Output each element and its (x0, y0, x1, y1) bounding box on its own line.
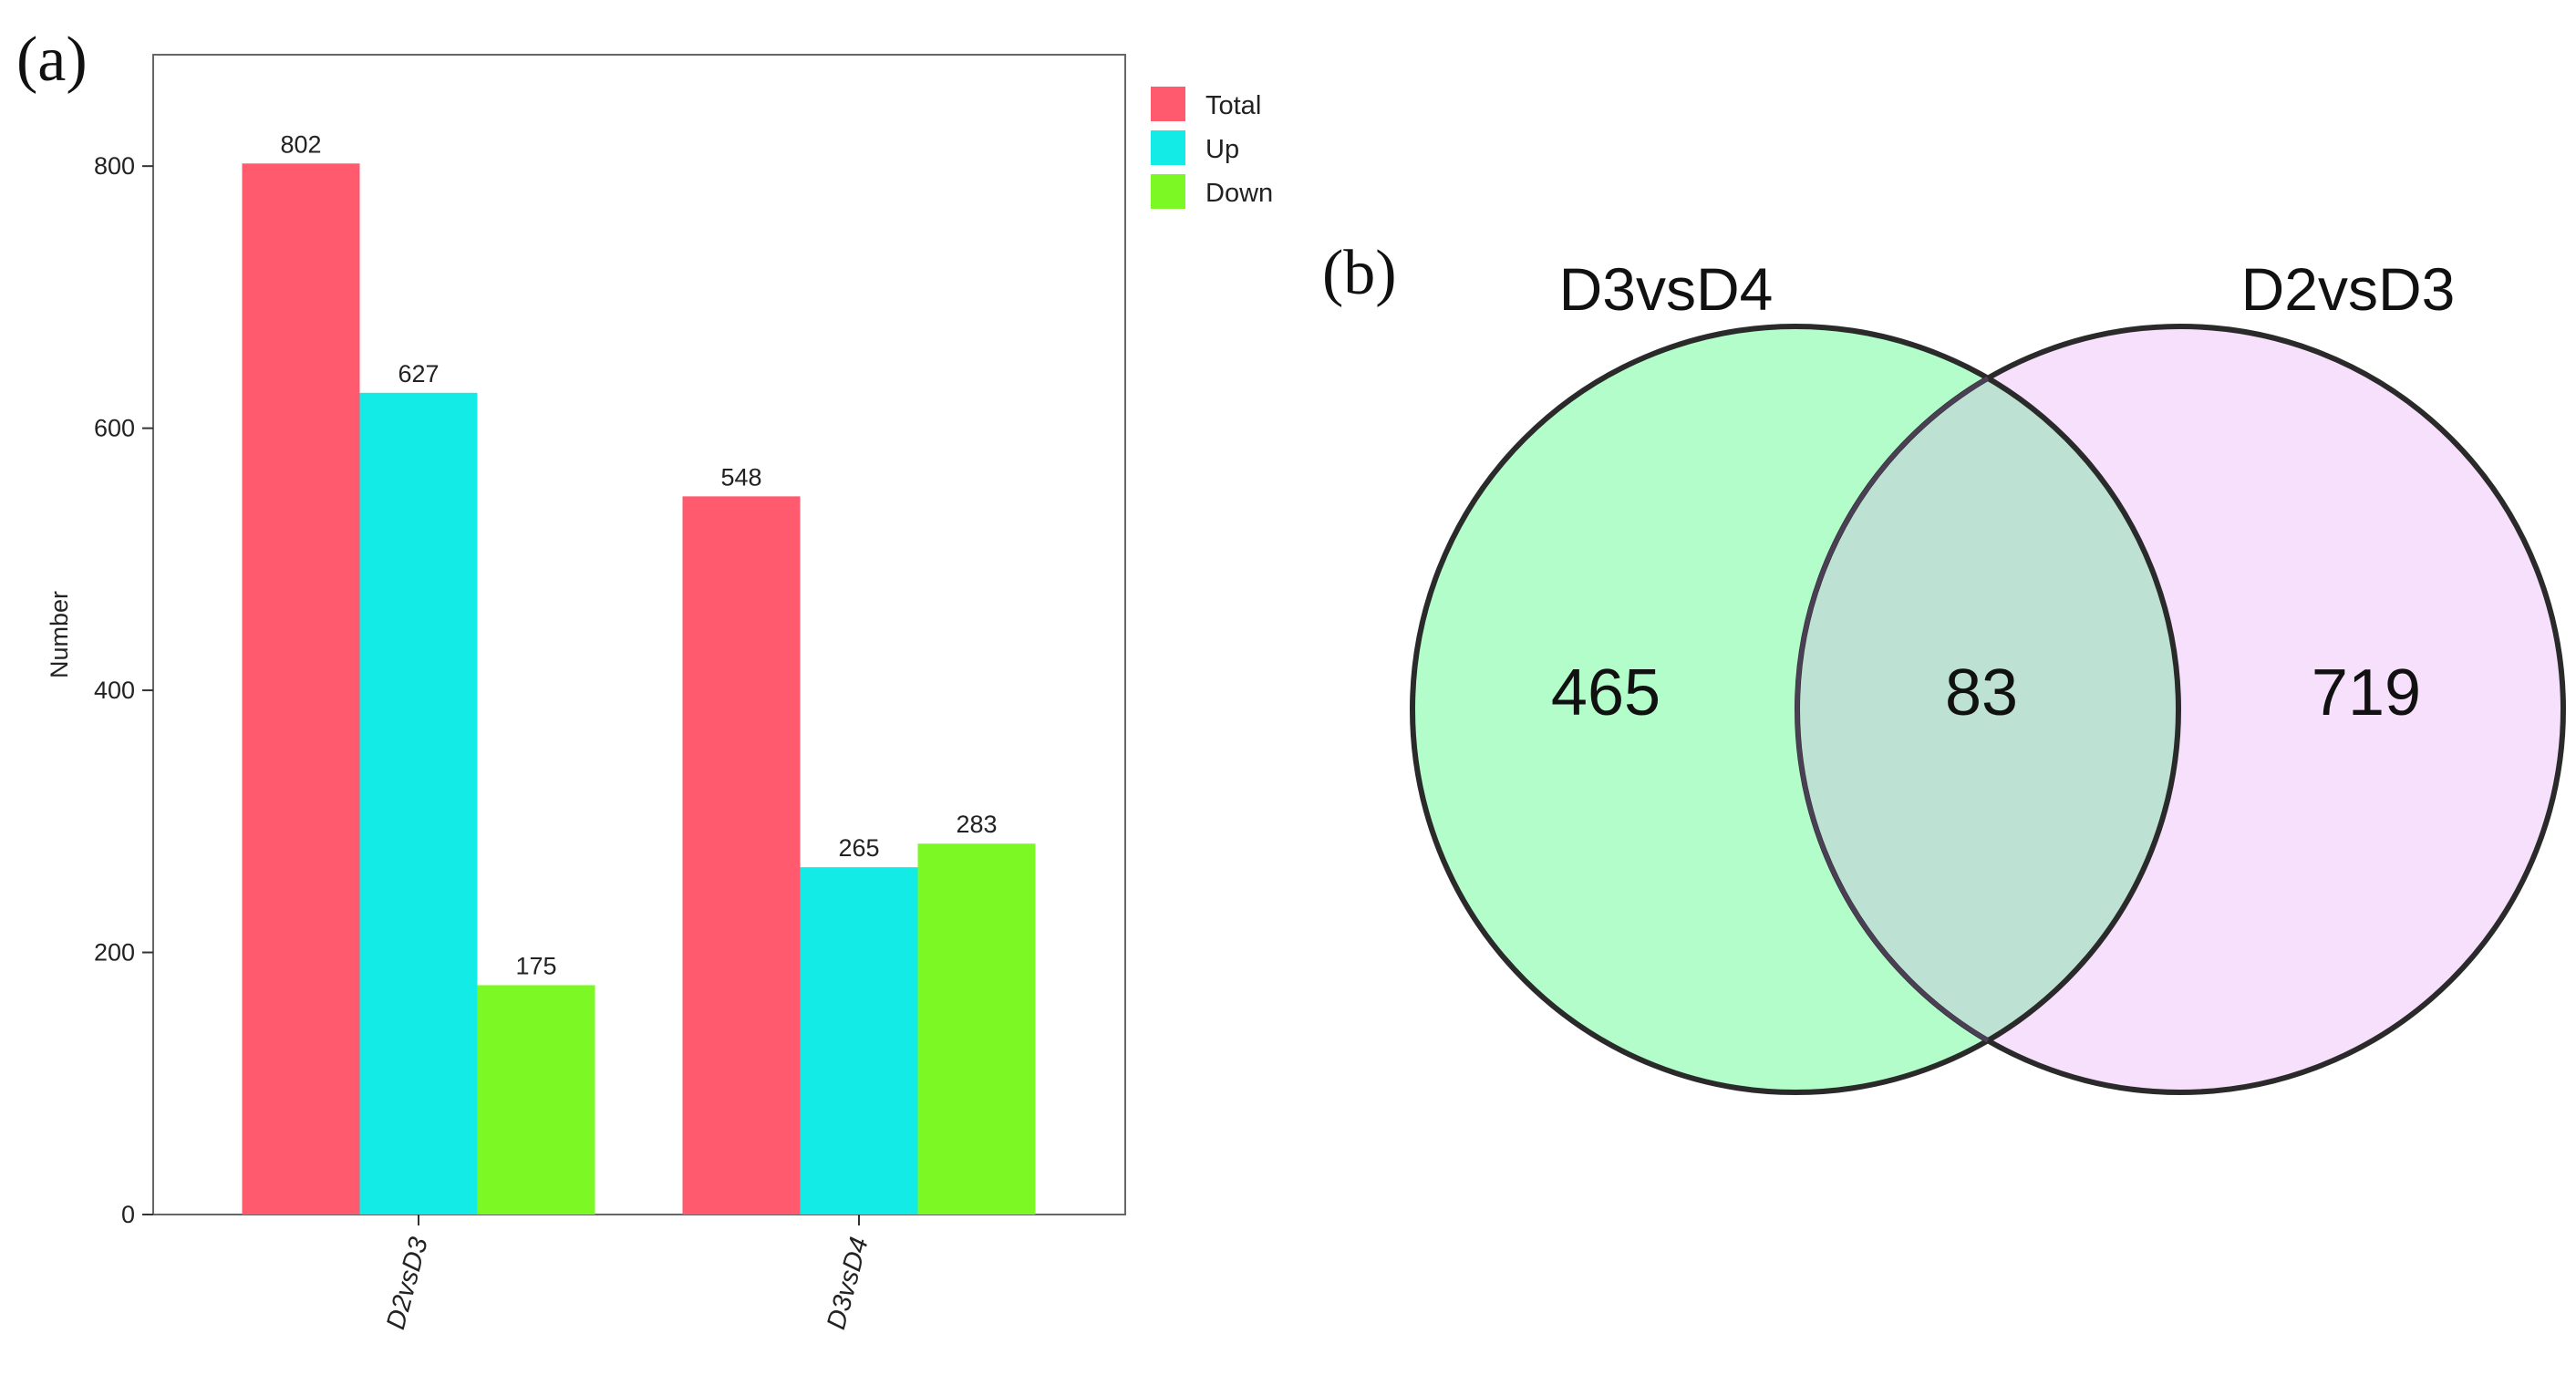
bar-total-d2vsd3 (242, 163, 360, 1215)
bar-value-label: 548 (720, 463, 761, 491)
bar-value-label: 802 (280, 130, 321, 158)
plot-area-frame (152, 54, 1126, 1215)
y-tick-label: 0 (121, 1201, 135, 1228)
venn-intersection (1797, 326, 2178, 1092)
bar-value-label: 283 (956, 811, 997, 838)
y-axis-title: Number (46, 591, 73, 678)
bar-value-label: 627 (398, 360, 439, 388)
y-tick-label: 200 (94, 939, 135, 967)
y-tick-label: 400 (94, 677, 135, 704)
panel-a-label: (a) (16, 25, 88, 95)
bar-value-labels: 802 627 175 548 265 283 (280, 130, 997, 979)
y-axis: 0 200 400 600 800 (94, 152, 153, 1228)
legend-label-down: Down (1205, 179, 1273, 208)
legend-swatch-down (1151, 174, 1185, 209)
venn-title-d3vsd4: D3vsD4 (1559, 255, 1774, 323)
bar-value-label: 175 (515, 952, 556, 979)
legend-label-total: Total (1205, 91, 1261, 120)
bar-down-d2vsd3 (477, 985, 595, 1215)
venn-outline-d3vsd4 (1410, 324, 2181, 1095)
venn-intersection-left-edge (1795, 376, 1990, 1043)
legend-swatch-total (1151, 87, 1185, 121)
legend-label-up: Up (1205, 135, 1239, 164)
y-tick-label: 600 (94, 415, 135, 442)
bar-down-d3vsd4 (917, 843, 1036, 1215)
bar-value-label: 265 (838, 834, 879, 862)
panel-b-label: (b) (1322, 238, 1397, 308)
venn-count-intersection: 83 (1945, 656, 2018, 729)
x-axis: D2vsD3 D3vsD4 (381, 1215, 874, 1332)
bar-up-d3vsd4 (800, 867, 918, 1215)
y-tick-label: 800 (94, 152, 135, 180)
legend: Total Up Down (1151, 87, 1273, 209)
legend-swatch-up (1151, 130, 1185, 165)
venn-count-d2vsd3-only: 719 (2312, 656, 2421, 729)
bar-up-d2vsd3 (359, 392, 478, 1215)
venn-count-d3vsd4-only: 465 (1551, 656, 1660, 729)
bar-total-d3vsd4 (682, 496, 801, 1215)
venn-title-d2vsd3: D2vsD3 (2241, 255, 2456, 323)
bars (242, 163, 1036, 1215)
x-tick-label: D2vsD3 (381, 1235, 434, 1333)
venn-diagram: D3vsD4 D2vsD3 465 83 719 (1410, 255, 2566, 1095)
x-tick-label: D3vsD4 (822, 1235, 874, 1333)
bar-chart: 0 200 400 600 800 D2vsD3 D3vsD4 802 627 175 548 2… (46, 54, 1273, 1332)
